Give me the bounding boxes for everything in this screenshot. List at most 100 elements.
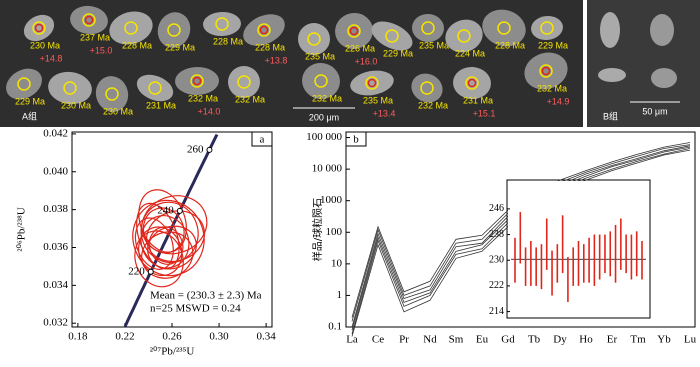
age-marker xyxy=(176,207,183,214)
grain xyxy=(482,9,526,47)
x-tick-label: Er xyxy=(607,334,618,346)
age-label: 232 Ma xyxy=(312,93,342,103)
panel-label: a xyxy=(260,134,265,146)
age-label: 228 Ma xyxy=(255,42,285,52)
grain xyxy=(228,66,260,98)
grain xyxy=(95,76,129,112)
spot-inner xyxy=(34,23,44,33)
grain xyxy=(48,71,92,105)
age-label: 228 Ma xyxy=(122,40,152,50)
y-tick-label: 222 xyxy=(489,280,504,291)
x-tick-label: Tb xyxy=(528,334,541,346)
grain xyxy=(70,5,108,35)
spot xyxy=(497,21,511,35)
spot xyxy=(347,24,361,38)
y-tick-label: 214 xyxy=(489,306,504,317)
age-label: 232 Ma xyxy=(537,83,567,93)
spot xyxy=(539,64,553,78)
y-tick-label: 230 xyxy=(489,255,504,266)
x-tick-label: Lu xyxy=(684,334,697,346)
grain xyxy=(598,68,626,82)
y-tick-label: 0.038 xyxy=(43,203,68,215)
spot xyxy=(420,81,434,95)
spot xyxy=(32,21,46,35)
age-label: 228 Ma xyxy=(495,40,525,50)
grain xyxy=(371,21,413,51)
x-tick-label: La xyxy=(346,334,358,346)
grain xyxy=(453,66,491,100)
annotation: Mean = (230.3 ± 2.3) Ma xyxy=(150,290,262,302)
error-ellipse xyxy=(134,230,184,288)
spot xyxy=(385,29,399,43)
grain xyxy=(335,12,373,50)
y-tick-label: 10 xyxy=(331,257,343,269)
age-label: 232 Ma xyxy=(235,94,265,104)
correction-label: +14.8 xyxy=(40,53,63,63)
grain xyxy=(109,11,153,45)
panel-tag xyxy=(345,131,367,147)
age-label: 235 Ma xyxy=(363,95,393,105)
age-marker xyxy=(147,268,154,275)
y-tick-label: 1000 xyxy=(320,194,343,206)
panel-tag xyxy=(251,131,273,147)
x-tick-label: Yb xyxy=(657,334,671,346)
y-tick-label: 0.036 xyxy=(43,241,68,253)
spot-inner xyxy=(259,25,269,35)
spot xyxy=(148,81,162,95)
ellipse-layer xyxy=(132,189,208,288)
grain xyxy=(445,19,483,53)
y-tick-label: 0.032 xyxy=(43,317,68,329)
y-axis-label: 样品/球粒陨石 xyxy=(311,198,324,261)
x-tick-label: Pr xyxy=(399,334,409,346)
spot xyxy=(82,13,96,27)
correction-label: +14.9 xyxy=(547,96,570,106)
error-ellipse xyxy=(136,202,180,270)
y-tick-label: 1 xyxy=(337,289,343,301)
age-label: 232 Ma xyxy=(188,93,218,103)
grain xyxy=(157,12,191,48)
scale-label: 200 μm xyxy=(309,112,339,122)
grain xyxy=(203,11,241,37)
x-tick-label: Ho xyxy=(579,334,593,346)
scale-label: 50 μm xyxy=(642,106,667,116)
x-tick-label: Gd xyxy=(501,334,515,346)
age-label: 235 Ma xyxy=(419,40,449,50)
age-label: 232 Ma xyxy=(418,100,448,110)
age-label: 229 Ma xyxy=(538,40,568,50)
correction-label: +13.8 xyxy=(265,55,288,65)
y-tick-label: 0.042 xyxy=(43,127,68,139)
spot xyxy=(307,32,321,46)
error-ellipse xyxy=(147,225,197,270)
age-label: 226 Ma xyxy=(345,43,375,53)
y-tick-label: 100 xyxy=(326,226,343,238)
spot xyxy=(465,76,479,90)
x-tick-label: Dy xyxy=(553,334,567,346)
y-tick-label: 10 000 xyxy=(312,163,343,175)
spot-inner xyxy=(467,78,477,88)
spot xyxy=(540,21,554,35)
spot xyxy=(257,23,271,37)
spot-inner xyxy=(192,76,202,86)
y-tick-label: 0.034 xyxy=(43,279,68,291)
panel-label: b xyxy=(353,134,359,146)
grain xyxy=(298,23,330,55)
x-tick-label: 0.26 xyxy=(162,331,182,343)
spot xyxy=(215,17,229,31)
age-label: 237 Ma xyxy=(80,32,110,42)
error-ellipse xyxy=(142,207,185,254)
spot xyxy=(124,21,138,35)
x-tick-label: Tm xyxy=(630,334,646,346)
age-label: 224 Ma xyxy=(455,48,485,58)
spot xyxy=(365,76,379,90)
x-tick-label: 0.22 xyxy=(115,331,134,343)
error-ellipse xyxy=(146,210,206,262)
spot xyxy=(105,87,119,101)
y-tick-label: 246 xyxy=(489,203,504,214)
spot-inner xyxy=(541,66,551,76)
age-label: 220 xyxy=(128,265,145,277)
x-tick-label: Eu xyxy=(476,334,489,346)
x-tick-label: 0.34 xyxy=(256,331,276,343)
correction-label: +14.0 xyxy=(198,106,221,116)
age-label: 230 Ma xyxy=(30,40,60,50)
